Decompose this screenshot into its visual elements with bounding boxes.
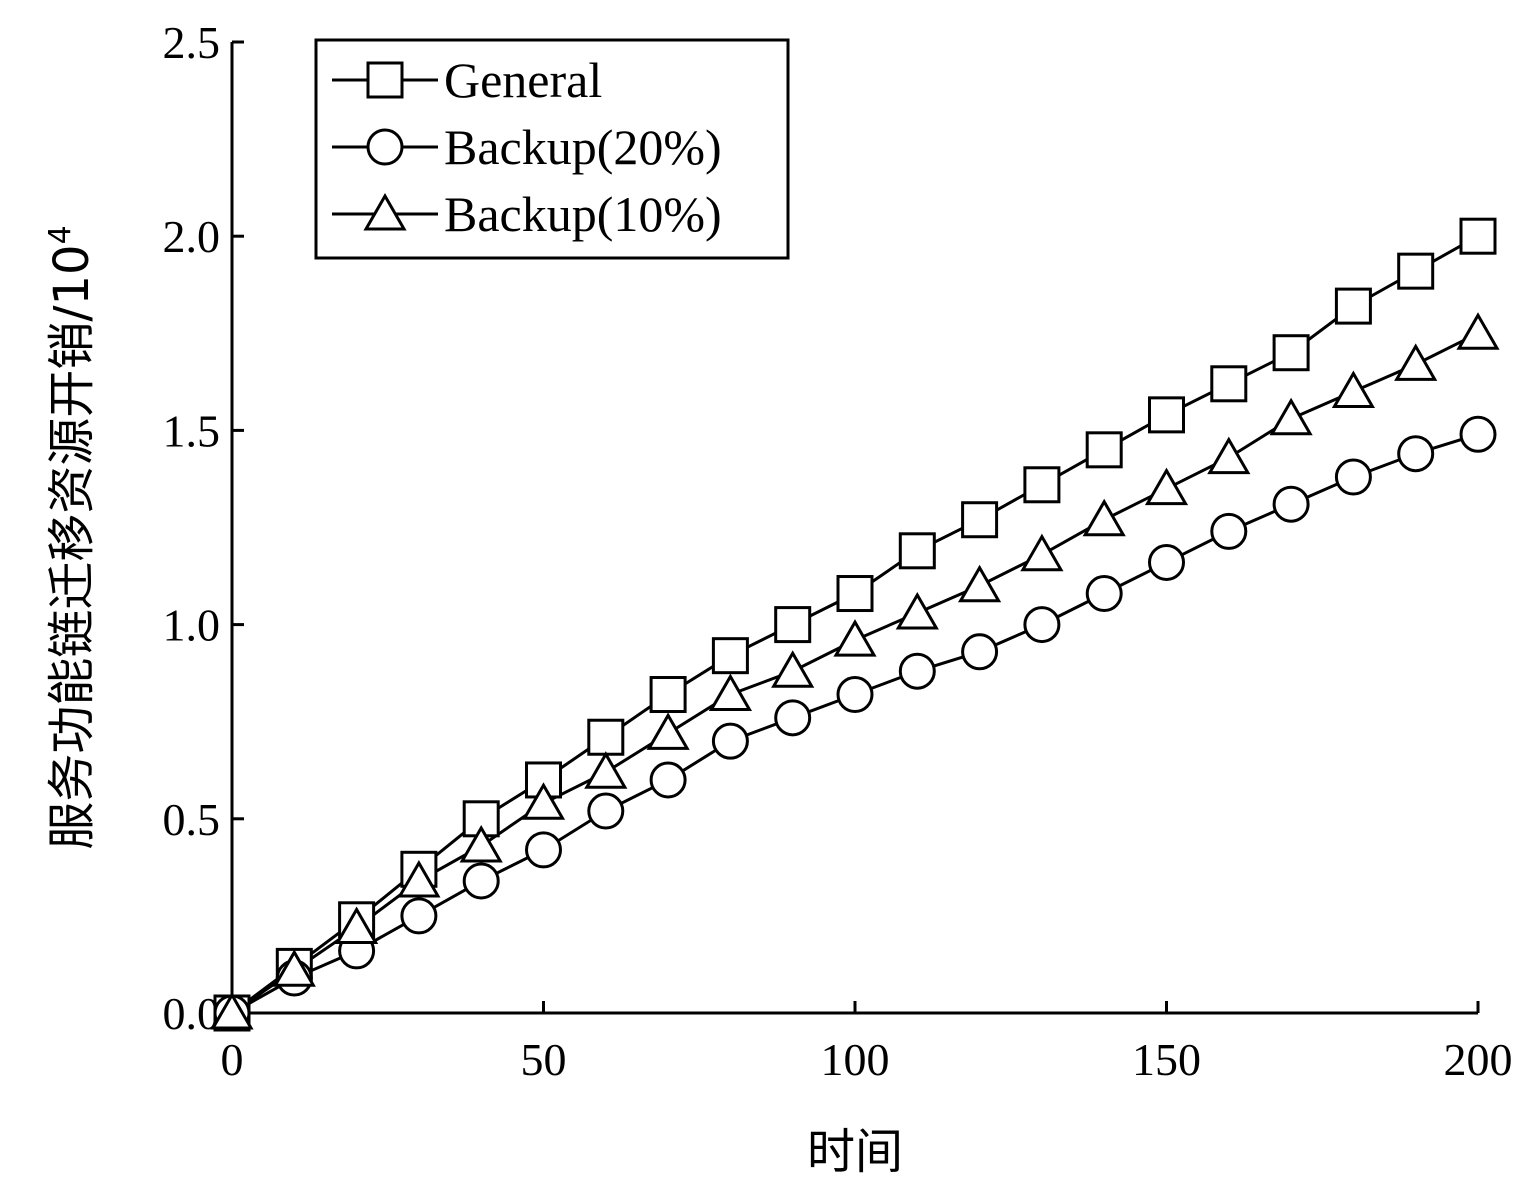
y-tick-label: 1.5 [163, 405, 221, 456]
y-tick-label: 0.5 [163, 794, 221, 845]
data-point-circle [525, 831, 562, 869]
data-point-circle [836, 676, 874, 714]
y-tick-label: 1.0 [163, 600, 221, 651]
data-point-circle [1459, 415, 1497, 453]
data-point-circle [462, 862, 500, 900]
data-point-circle [1148, 543, 1185, 581]
data-point-circle [400, 897, 438, 935]
data-point-triangle [1269, 397, 1313, 436]
y-tick-label: 2.0 [163, 211, 221, 262]
data-point-circle [961, 633, 999, 671]
data-point-triangle [895, 591, 939, 630]
data-point-square [961, 501, 999, 539]
data-point-circle [649, 761, 687, 799]
data-point-square [1334, 287, 1372, 325]
data-point-square [711, 637, 749, 675]
data-point-triangle [584, 751, 628, 789]
series-markers [210, 217, 1500, 1032]
x-tick-label: 200 [1444, 1034, 1513, 1085]
data-point-square [1148, 396, 1185, 434]
legend-marker-circle [366, 128, 404, 166]
x-tick-label: 0 [221, 1034, 244, 1085]
data-point-square [836, 575, 874, 613]
data-point-triangle [335, 906, 379, 945]
data-point-triangle [1082, 498, 1126, 537]
data-point-triangle [1394, 343, 1438, 381]
data-point-square [649, 676, 687, 714]
data-point-triangle [397, 859, 441, 898]
y-axis-title-exponent: 4 [43, 225, 78, 244]
data-point-triangle [1456, 312, 1500, 350]
x-tick-label: 50 [521, 1034, 567, 1085]
data-point-circle [1334, 458, 1372, 496]
legend-label: Backup(20%) [444, 119, 722, 175]
data-point-circle [898, 652, 936, 690]
data-point-square [1397, 252, 1435, 290]
data-point-circle [587, 792, 625, 830]
data-point-triangle [210, 991, 254, 1030]
data-point-triangle [459, 824, 503, 863]
data-point-triangle [646, 712, 690, 750]
data-point-square [774, 606, 812, 644]
data-point-triangle [1207, 436, 1251, 475]
data-point-triangle [771, 650, 815, 688]
data-point-circle [1085, 575, 1123, 613]
data-point-circle [1272, 485, 1310, 523]
y-axis-title: 服务功能链迁移资源开销/104 [43, 225, 100, 849]
data-point-circle [1210, 512, 1248, 550]
data-point-square [587, 718, 625, 756]
data-point-square [1210, 365, 1248, 403]
legend: General Backup(20%) Backup(10%) [314, 38, 790, 260]
data-point-square [1272, 334, 1310, 372]
data-point-square [1023, 466, 1061, 504]
data-point-square [1459, 217, 1497, 255]
data-point-triangle [1020, 533, 1064, 572]
y-tick-label: 0.0 [163, 988, 221, 1039]
data-point-circle [1023, 606, 1061, 644]
x-axis-title: 时间 [807, 1124, 903, 1180]
x-tick-label: 100 [821, 1034, 890, 1085]
legend-marker-square [366, 61, 404, 99]
data-point-circle [711, 722, 749, 760]
data-point-square [1085, 431, 1123, 469]
data-point-circle [1397, 435, 1435, 473]
data-point-circle [774, 699, 812, 737]
ticks: 0.0 0.5 1.0 1.5 2.0 2.5 0 50 100 150 200 [163, 17, 1513, 1085]
data-point-triangle [521, 782, 566, 820]
data-point-triangle [833, 619, 877, 657]
x-tick-label: 150 [1132, 1034, 1201, 1085]
legend-marker-triangle [363, 192, 407, 231]
legend-label: Backup(10%) [444, 186, 722, 242]
data-point-triangle [708, 673, 752, 712]
y-tick-label: 2.5 [163, 17, 221, 68]
data-point-triangle [1331, 370, 1375, 409]
data-point-triangle [958, 564, 1002, 603]
data-point-triangle [1144, 467, 1189, 506]
data-point-square [898, 532, 936, 570]
legend-label: General [444, 52, 602, 108]
data-point-triangle [272, 949, 316, 987]
y-axis-title-text: 服务功能链迁移资源开销/10 [44, 244, 100, 849]
